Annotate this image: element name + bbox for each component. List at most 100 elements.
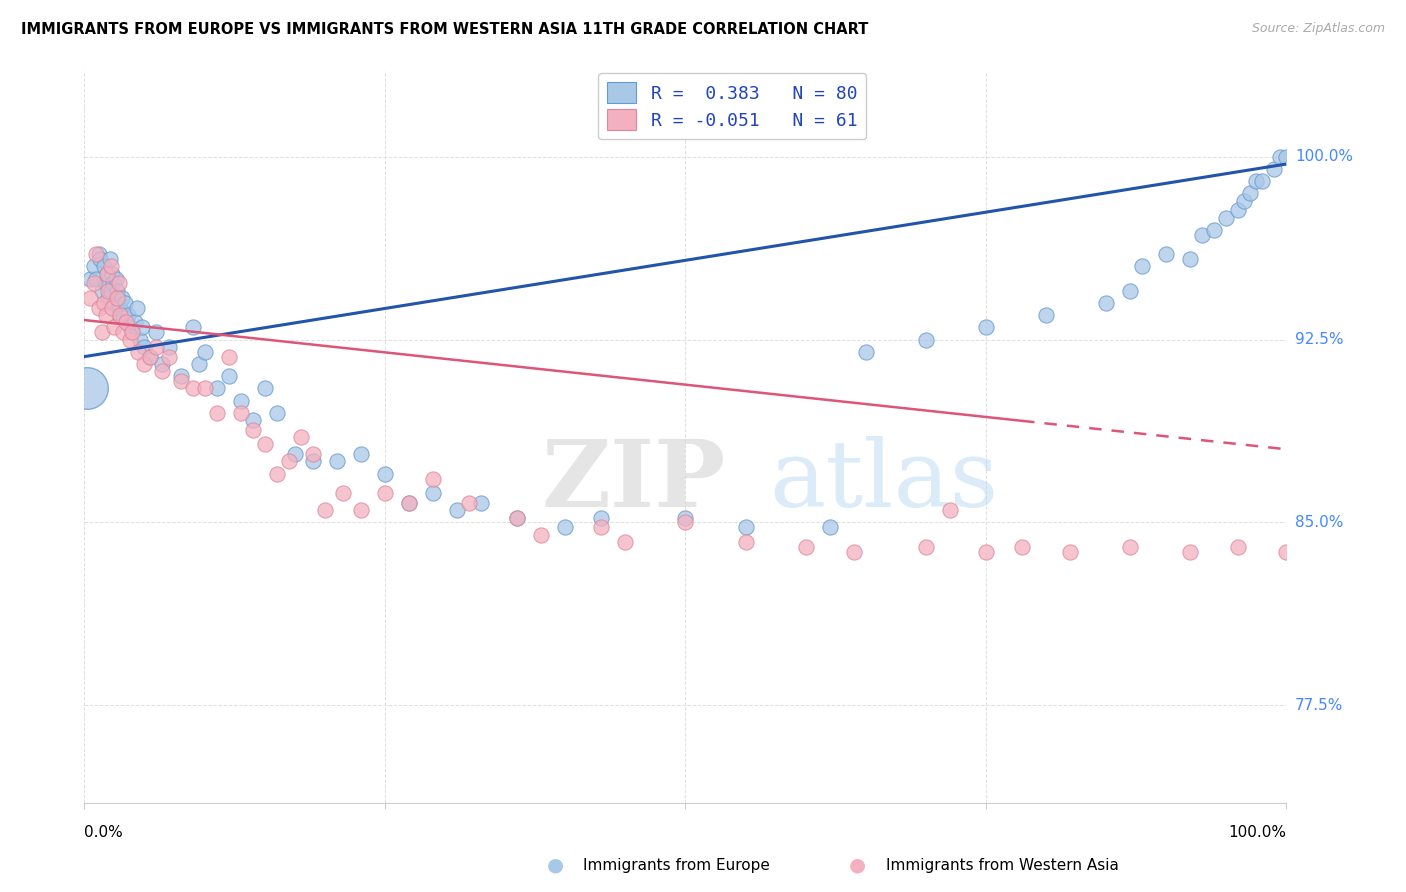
- Point: [1239, 186, 1261, 201]
- Point: [139, 350, 162, 364]
- Point: [266, 467, 288, 481]
- Point: [169, 369, 191, 384]
- Point: [111, 325, 134, 339]
- Point: [554, 520, 576, 534]
- Point: [93, 296, 115, 310]
- Text: IMMIGRANTS FROM EUROPE VS IMMIGRANTS FROM WESTERN ASIA 11TH GRADE CORRELATION CH: IMMIGRANTS FROM EUROPE VS IMMIGRANTS FRO…: [21, 22, 869, 37]
- Point: [218, 350, 240, 364]
- Point: [734, 520, 756, 534]
- Point: [194, 381, 217, 395]
- Text: 100.0%: 100.0%: [1295, 149, 1353, 164]
- Point: [121, 325, 143, 339]
- Point: [93, 260, 115, 274]
- Point: [284, 447, 307, 461]
- Point: [253, 437, 276, 451]
- Point: [301, 447, 323, 461]
- Point: [96, 267, 118, 281]
- Text: 85.0%: 85.0%: [1295, 515, 1343, 530]
- Point: [530, 527, 553, 541]
- Point: [83, 260, 105, 274]
- Point: [110, 308, 132, 322]
- Text: ●: ●: [547, 855, 564, 875]
- Point: [277, 454, 299, 468]
- Point: [103, 296, 125, 310]
- Point: [83, 277, 105, 291]
- Point: [301, 454, 323, 468]
- Point: [110, 301, 132, 315]
- Point: [86, 247, 108, 261]
- Point: [101, 301, 124, 315]
- Point: [108, 277, 131, 291]
- Point: [89, 252, 111, 266]
- Point: [100, 260, 122, 274]
- Point: [100, 284, 122, 298]
- Point: [332, 486, 354, 500]
- Point: [111, 291, 134, 305]
- Point: [94, 308, 117, 322]
- Point: [139, 350, 162, 364]
- Text: ●: ●: [849, 855, 866, 875]
- Text: 100.0%: 100.0%: [1229, 825, 1286, 840]
- Point: [1204, 223, 1226, 237]
- Point: [734, 535, 756, 549]
- Point: [242, 413, 264, 427]
- Point: [145, 340, 167, 354]
- Point: [121, 325, 143, 339]
- Point: [105, 291, 128, 305]
- Point: [91, 284, 114, 298]
- Point: [855, 344, 877, 359]
- Point: [1251, 174, 1274, 188]
- Point: [157, 340, 180, 354]
- Point: [842, 544, 865, 558]
- Point: [591, 520, 613, 534]
- Point: [1191, 227, 1213, 242]
- Point: [229, 406, 252, 420]
- Point: [181, 320, 204, 334]
- Point: [458, 496, 481, 510]
- Point: [94, 277, 117, 291]
- Point: [1227, 540, 1250, 554]
- Point: [111, 308, 134, 322]
- Point: [169, 374, 191, 388]
- Point: [915, 333, 938, 347]
- Point: [1119, 540, 1142, 554]
- Point: [104, 271, 127, 285]
- Point: [117, 308, 139, 322]
- Point: [1095, 296, 1118, 310]
- Point: [152, 364, 174, 378]
- Point: [87, 301, 110, 315]
- Point: [1059, 544, 1081, 558]
- Point: [97, 284, 120, 298]
- Point: [1263, 161, 1285, 176]
- Point: [253, 381, 276, 395]
- Point: [115, 316, 138, 330]
- Point: [242, 423, 264, 437]
- Point: [374, 467, 396, 481]
- Point: [134, 357, 156, 371]
- Point: [1215, 211, 1237, 225]
- Text: Immigrants from Europe: Immigrants from Europe: [583, 858, 770, 872]
- Point: [506, 510, 529, 524]
- Point: [105, 284, 128, 298]
- Point: [1119, 284, 1142, 298]
- Text: 0.0%: 0.0%: [84, 825, 124, 840]
- Point: [108, 308, 131, 322]
- Legend: R =  0.383   N = 80, R = -0.051   N = 61: R = 0.383 N = 80, R = -0.051 N = 61: [599, 73, 866, 139]
- Point: [974, 320, 997, 334]
- Point: [194, 344, 217, 359]
- Point: [86, 271, 108, 285]
- Point: [134, 340, 156, 354]
- Point: [187, 357, 209, 371]
- Point: [266, 406, 288, 420]
- Point: [1270, 150, 1292, 164]
- Point: [152, 357, 174, 371]
- Point: [79, 271, 101, 285]
- Point: [205, 406, 228, 420]
- Point: [124, 316, 146, 330]
- Point: [97, 291, 120, 305]
- Point: [1275, 150, 1298, 164]
- Point: [114, 296, 136, 310]
- Point: [1130, 260, 1153, 274]
- Point: [218, 369, 240, 384]
- Point: [470, 496, 492, 510]
